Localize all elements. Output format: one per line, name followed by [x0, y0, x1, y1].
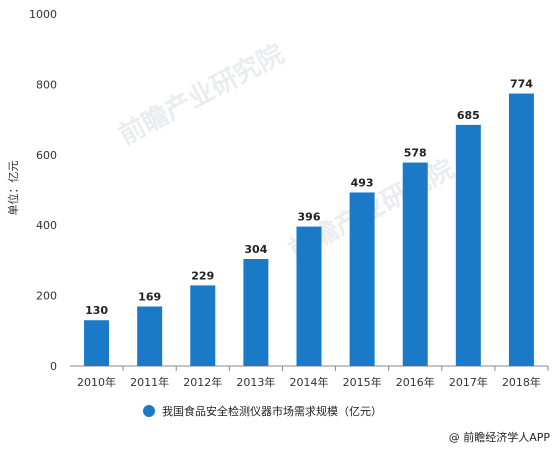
- data-label: 578: [404, 147, 427, 160]
- bar: [402, 162, 428, 366]
- y-axis-label: 单位：亿元: [6, 161, 20, 216]
- data-label: 130: [85, 304, 108, 317]
- y-tick-label: 800: [36, 78, 57, 91]
- x-tick-label: 2018年: [502, 375, 541, 389]
- watermark-text: 前瞻产业研究院: [114, 38, 289, 151]
- data-label: 685: [457, 109, 480, 122]
- y-tick-label: 1000: [29, 8, 57, 21]
- legend: 我国食品安全检测仪器市场需求规模（亿元）: [143, 404, 382, 418]
- bar: [296, 226, 322, 366]
- source-credit: @ 前瞻经济学人APP: [449, 430, 551, 444]
- data-label: 169: [138, 291, 161, 304]
- bar: [455, 124, 481, 366]
- y-tick-label: 400: [36, 219, 57, 232]
- bar: [190, 285, 216, 366]
- y-axis-ticks: 0 200 400 600 800 1000: [29, 8, 57, 373]
- y-tick-label: 200: [36, 290, 57, 303]
- legend-label: 我国食品安全检测仪器市场需求规模（亿元）: [162, 404, 382, 418]
- x-tick-label: 2012年: [183, 375, 222, 389]
- bar: [243, 258, 269, 366]
- data-labels: 130 169 229 304 396 493 578 685 774: [85, 78, 533, 318]
- x-tick-label: 2011年: [130, 375, 169, 389]
- x-axis-ticks: 2010年 2011年 2012年 2013年 2014年 2015年 2016年 2017年…: [77, 366, 549, 389]
- x-tick-label: 2017年: [449, 375, 488, 389]
- x-tick-label: 2010年: [77, 375, 116, 389]
- data-label: 493: [351, 176, 374, 189]
- bar: [84, 320, 110, 366]
- y-tick-label: 0: [50, 360, 57, 373]
- data-label: 774: [510, 78, 533, 91]
- bar: [349, 192, 375, 366]
- x-tick-label: 2014年: [290, 375, 329, 389]
- x-tick-label: 2015年: [343, 375, 382, 389]
- bar: [508, 93, 534, 366]
- bar: [137, 306, 163, 366]
- data-label: 396: [298, 211, 321, 224]
- bar-series: [84, 93, 534, 366]
- y-tick-label: 600: [36, 149, 57, 162]
- x-tick-label: 2013年: [236, 375, 275, 389]
- data-label: 229: [191, 269, 214, 282]
- x-tick-label: 2016年: [396, 375, 435, 389]
- legend-marker: [143, 405, 155, 417]
- data-label: 304: [244, 243, 267, 256]
